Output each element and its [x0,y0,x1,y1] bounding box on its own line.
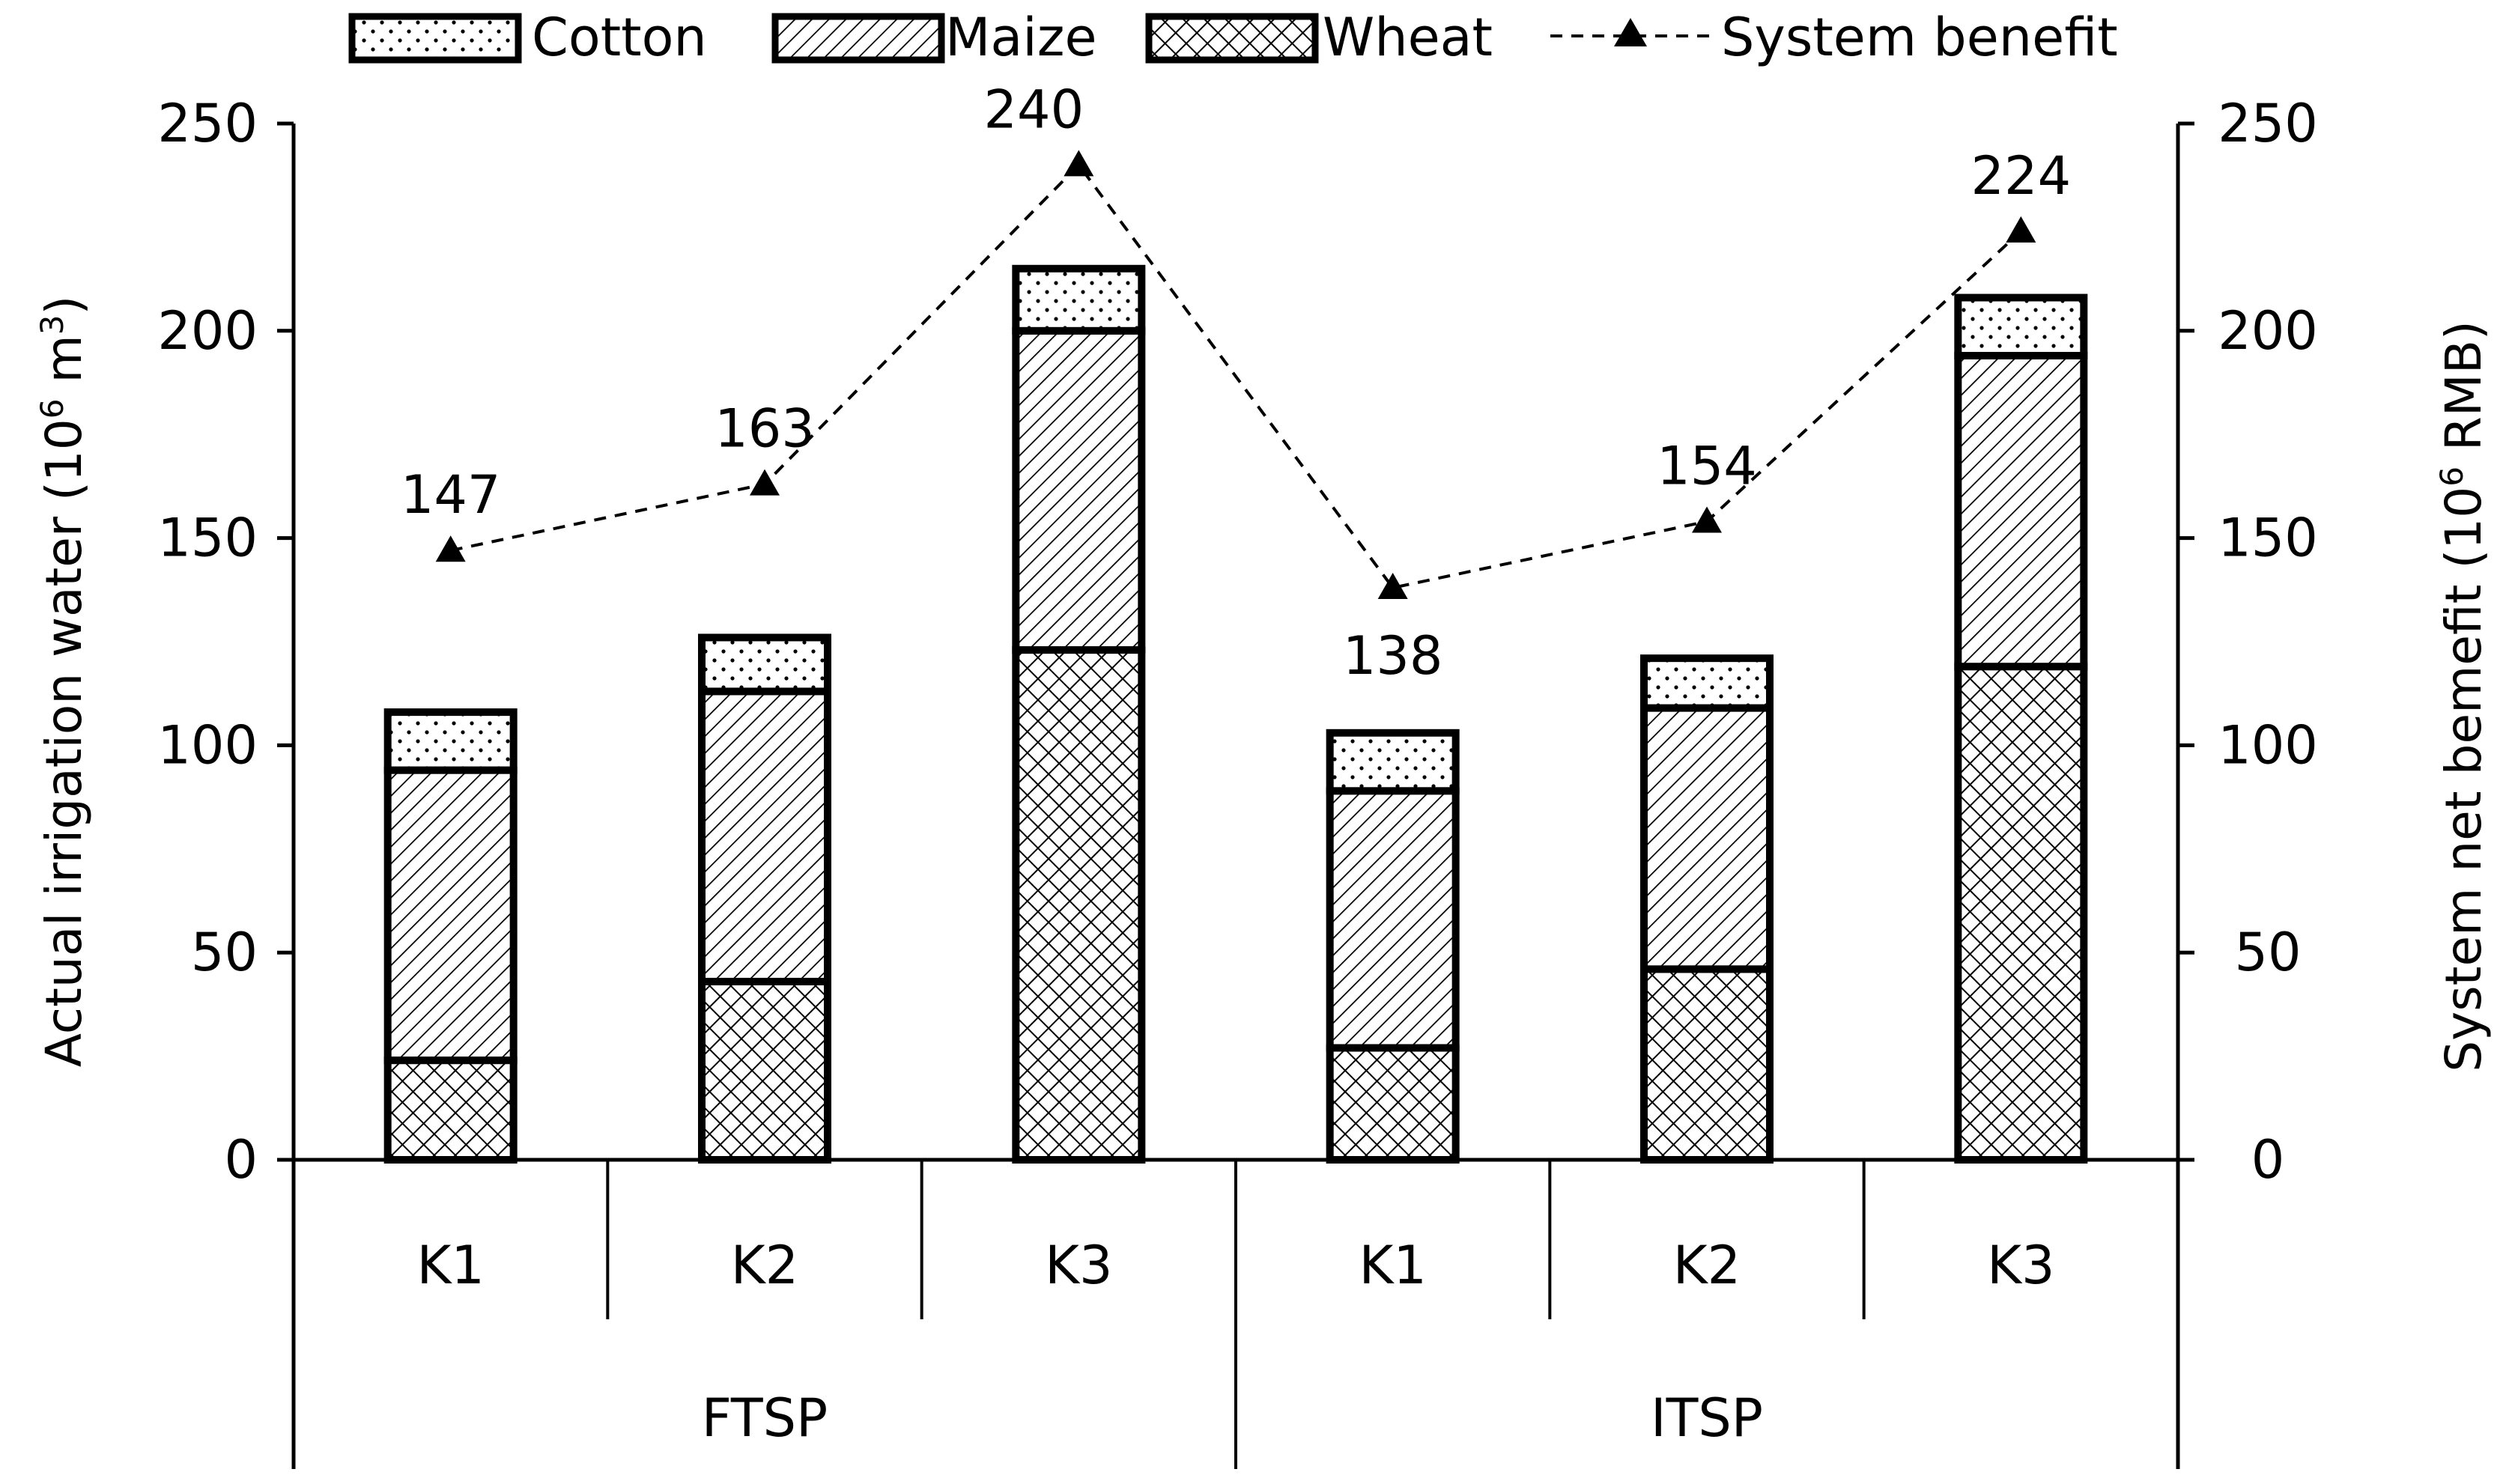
y-right-tick-label: 0 [2251,1129,2285,1190]
y-right-title-main: System net bemefit (10 [2435,487,2493,1072]
y-right-tick-label: 50 [2234,922,2301,983]
bars [383,264,2088,1164]
bar-cotton-3 [1326,729,1460,795]
legend-label-maize: Maize [945,7,1097,68]
x-category-label-0: K1 [416,1235,484,1296]
y-right-tick-label: 200 [2218,300,2318,362]
x-category-label-4: K2 [1673,1235,1741,1296]
bar-cotton-5 [1954,294,2088,360]
x-axis-labels: K1 K2 K3 FTSP K1 K2 K3 ITSP [416,1235,2054,1449]
x-category-label-1: K2 [731,1235,798,1296]
system-benefit-marker-2 [1064,150,1094,177]
bar-wheat-3 [1326,1044,1460,1164]
x-category-label-3: K1 [1359,1235,1426,1296]
bar-maize-1 [698,687,831,985]
legend-swatch-maize [771,13,945,64]
legend: Cotton Maize Wheat System benefit [348,7,2118,68]
y-right-tick-label: 250 [2218,93,2318,154]
legend-label-system-benefit: System benefit [1721,7,2118,68]
y-left-title-sup2: 3 [34,314,70,335]
bar-maize-4 [1640,704,1774,973]
x-group-label-1: ITSP [1651,1387,1763,1449]
bar-maize-2 [1012,326,1146,654]
legend-marker-system-benefit [1614,18,1647,46]
bar-wheat-1 [698,977,831,1164]
system-benefit-polyline [450,162,2022,590]
y-right-title-sup: 6 [2433,466,2470,487]
system-benefit-marker-0 [435,535,466,562]
system-benefit-marker-3 [1377,573,1408,600]
y-left-title-tail: m [35,335,93,398]
y-right-axis-title: System net bemefit (106 RMB) [2433,320,2493,1072]
system-benefit-marker-5 [2006,216,2036,243]
legend-swatch-wheat [1145,13,1319,64]
bar-cotton-1 [698,633,831,696]
system-benefit-marker-1 [750,469,780,496]
system-benefit-label-0: 147 [401,464,501,526]
x-group-label-0: FTSP [702,1387,828,1449]
bar-wheat-0 [383,1056,518,1164]
bar-maize-0 [383,766,518,1065]
y-right-title-tail: RMB) [2435,320,2493,466]
legend-label-cotton: Cotton [532,7,707,68]
bar-cotton-0 [383,708,518,774]
y-right-tick-label: 100 [2218,714,2318,776]
bar-maize-5 [1954,352,2088,671]
y-left-tick-label: 0 [224,1129,258,1190]
bar-cotton-2 [1012,264,1146,335]
system-benefit-label-4: 154 [1657,435,1757,496]
legend-item-wheat: Wheat [1145,7,1493,68]
y-left-tick-label: 100 [157,714,258,776]
legend-label-wheat: Wheat [1323,7,1493,68]
system-benefit-line: 147 163 240 138 154 224 [401,79,2071,687]
y-right-ticks: 0 50 100 150 200 250 [2178,93,2318,1190]
y-left-tick-label: 150 [157,508,258,569]
y-left-ticks: 0 50 100 150 200 250 [157,93,294,1190]
legend-item-maize: Maize [771,7,1097,68]
bar-cotton-4 [1640,654,1774,712]
bar-wheat-5 [1954,663,2088,1164]
y-left-title-sup: 6 [34,399,70,419]
axes [291,124,2180,1469]
bar-maize-3 [1326,787,1460,1052]
legend-swatch-cotton [348,13,522,64]
x-category-label-2: K3 [1045,1235,1112,1296]
system-benefit-label-1: 163 [715,398,815,460]
system-benefit-label-3: 138 [1343,625,1443,687]
system-benefit-marker-4 [1692,506,1722,533]
x-category-label-5: K3 [1987,1235,2054,1296]
system-benefit-label-2: 240 [984,79,1084,140]
y-left-tick-label: 250 [157,93,258,154]
y-left-title-close: ) [35,296,93,315]
bar-wheat-4 [1640,965,1774,1164]
y-left-axis-title: Actual irrigation water (106 m3) [34,296,94,1068]
y-left-tick-label: 50 [191,922,258,983]
bar-wheat-2 [1012,646,1146,1164]
y-left-tick-label: 200 [157,300,258,362]
legend-item-system-benefit: System benefit [1550,7,2118,68]
y-left-title-main: Actual irrigation water (10 [35,419,93,1067]
system-benefit-label-5: 224 [1971,145,2072,207]
legend-item-cotton: Cotton [348,7,707,68]
y-right-tick-label: 150 [2218,508,2318,569]
